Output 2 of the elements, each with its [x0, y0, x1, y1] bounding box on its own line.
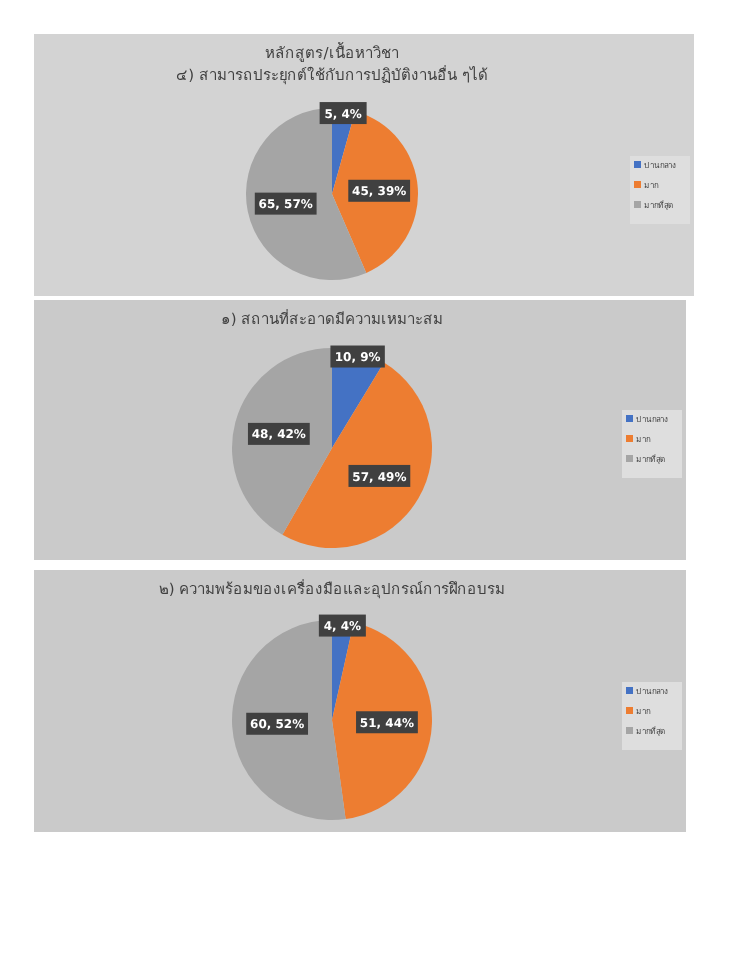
- pie-slice: [332, 622, 432, 820]
- pie-slice: [232, 348, 332, 535]
